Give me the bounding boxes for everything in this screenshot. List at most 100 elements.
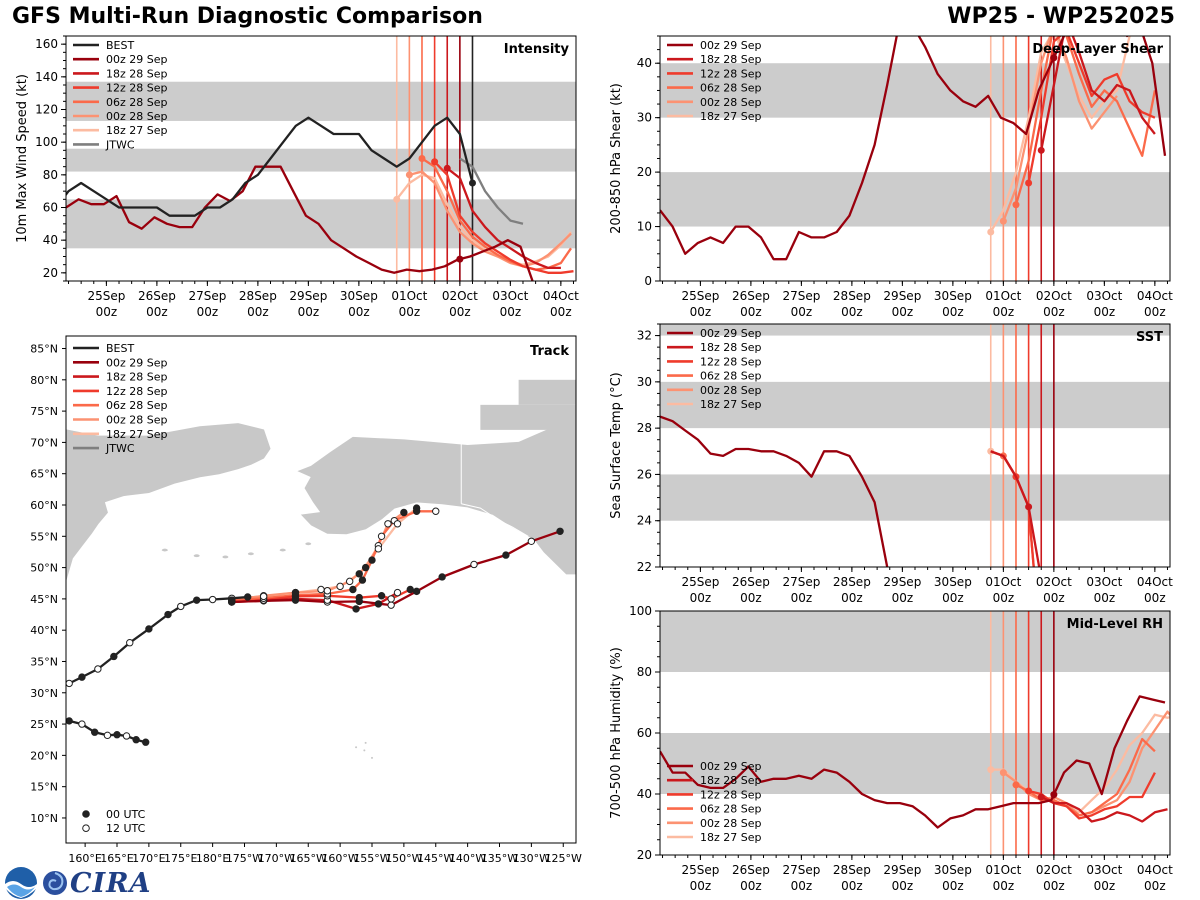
track-xtick-label: 175°W <box>226 852 263 865</box>
shear-xtick-label: 26Sep <box>732 289 770 303</box>
track-xtick-label: 155°W <box>353 852 390 865</box>
intensity-xtick-sublabel: 00z <box>146 305 168 319</box>
sst-plot-area <box>660 324 1170 567</box>
intensity-xtick-label: 29Sep <box>289 289 327 303</box>
sst-series-18z-28-sep <box>990 450 1041 567</box>
intensity-series-marker <box>468 179 476 187</box>
track-point-12utc <box>103 731 112 740</box>
shear-legend-label: 18z 27 Sep <box>700 110 762 123</box>
shear-xtick-label: 03Oct <box>1086 289 1122 303</box>
track-xtick-label: 125°W <box>545 852 582 865</box>
sst-xtick-sublabel: 00z <box>892 591 914 605</box>
track-ytick-label: 10°N <box>30 812 58 825</box>
track-marker-legend-label: 00 UTC <box>106 808 146 821</box>
track-point-00utc <box>374 600 383 608</box>
rh-xtick-label: 25Sep <box>681 863 719 877</box>
rh-legend-label: 06z 28 Sep <box>700 803 762 816</box>
track-point-12utc <box>470 560 478 569</box>
shear-ylabel: 200-850 hPa Shear (kt) <box>609 83 624 234</box>
intensity-legend-label: 06z 28 Sep <box>106 96 168 109</box>
cira-logo-text: CIRA <box>70 867 152 899</box>
rh-legend-label: 00z 29 Sep <box>700 760 762 773</box>
shear-xtick-label: 28Sep <box>833 289 871 303</box>
shear-series-18z-28-sep <box>1040 36 1156 151</box>
track-point-00utc <box>412 587 421 596</box>
intensity-series-00z-28-sep <box>409 170 572 268</box>
track-xtick-label: 170°E <box>132 852 165 865</box>
track-ytick-label: 40°N <box>30 624 58 637</box>
track-xtick-label: 150°W <box>385 852 422 865</box>
shear-panel-title: Deep-Layer Shear <box>1032 42 1163 57</box>
track-point-00utc <box>355 593 363 602</box>
rh-series-00z-29-sep <box>660 695 1166 829</box>
track-point-12utc <box>259 592 268 601</box>
rh-series-marker <box>1025 787 1033 795</box>
track-point-12utc <box>208 595 217 604</box>
sst-shaded-band <box>660 474 1170 521</box>
rh-series-marker <box>1050 791 1058 799</box>
shear-series-marker <box>1050 54 1058 62</box>
intensity-series-marker <box>443 164 451 172</box>
sst-xtick-label: 28Sep <box>833 575 871 589</box>
track-point-12utc <box>393 520 402 528</box>
track-point-00utc <box>113 731 121 739</box>
track-point-12utc <box>374 545 383 553</box>
intensity-ytick-label: 100 <box>35 135 58 149</box>
rh-xtick-sublabel: 00z <box>1144 879 1166 893</box>
track-point-00utc <box>358 576 367 584</box>
intensity-series-marker <box>418 155 426 162</box>
shear-ytick-label: 10 <box>637 220 652 234</box>
track-point-12utc <box>336 582 344 591</box>
shear-xtick-sublabel: 00z <box>1094 305 1116 319</box>
track-plot-area <box>66 336 576 759</box>
rh-legend-label: 18z 28 Sep <box>700 774 762 787</box>
sst-xtick-label: 04Oct <box>1137 575 1173 589</box>
track-point-12utc <box>393 588 402 597</box>
landmass-arctic-islands <box>518 379 576 405</box>
sst-legend-label: 12z 28 Sep <box>700 355 762 368</box>
track-point-00utc <box>438 573 446 581</box>
track-xtick-label: 170°W <box>258 852 295 865</box>
sst-xtick-sublabel: 00z <box>993 591 1015 605</box>
landmass-north-america <box>297 336 576 575</box>
sst-xtick-sublabel: 00z <box>791 591 813 605</box>
track-point-12utc <box>432 507 440 515</box>
sst-xtick-label: 01Oct <box>985 575 1021 589</box>
intensity-ytick-label: 60 <box>43 201 58 215</box>
shear-xtick-sublabel: 00z <box>993 305 1015 319</box>
shear-xtick-label: 01Oct <box>985 289 1021 303</box>
sst-ytick-label: 24 <box>637 514 652 528</box>
intensity-xtick-label: 03Oct <box>492 289 528 303</box>
track-point-00utc <box>192 596 201 604</box>
track-legend-label: 06z 28 Sep <box>106 399 168 412</box>
track-point-00utc <box>355 570 363 578</box>
intensity-series-marker <box>405 171 413 179</box>
landmass-siberia <box>66 336 271 581</box>
track-legend-label: BEST <box>106 342 134 355</box>
track-point-00utc <box>368 556 376 564</box>
rh-xtick-sublabel: 00z <box>791 879 813 893</box>
sst-shaded-band <box>660 381 1170 429</box>
shear-xtick-label: 25Sep <box>681 289 719 303</box>
track-frame <box>65 335 577 844</box>
shear-ytick-label: 40 <box>637 56 652 70</box>
rh-xtick-label: 01Oct <box>985 863 1021 877</box>
track-point-00utc <box>145 625 153 633</box>
intensity-shaded-band <box>66 81 576 121</box>
intensity-legend-label: 00z 29 Sep <box>106 53 168 66</box>
rh-xtick-label: 02Oct <box>1036 863 1072 877</box>
intensity-panel: 20 40 60 80 100 120 140 160 25Sep 00z 26Sep 00z 27Se… <box>15 35 579 319</box>
rh-xtick-label: 27Sep <box>782 863 820 877</box>
track-series-00z-29-sep <box>231 530 561 607</box>
intensity-shaded-band <box>66 148 576 172</box>
intensity-panel-title: Intensity <box>504 42 570 57</box>
rh-legend-label: 00z 28 Sep <box>700 817 762 830</box>
sst-xtick-label: 02Oct <box>1036 575 1072 589</box>
track-marker-legend-symbol <box>82 810 90 818</box>
rh-shaded-band <box>660 611 1170 672</box>
rh-series-marker <box>999 769 1007 777</box>
sst-panel: 22 24 26 28 30 32 25Sep 00z 26Sep 00z 27Sep 00z 28Se… <box>609 323 1173 605</box>
rh-series-18z-28-sep <box>1040 795 1168 823</box>
intensity-xtick-sublabel: 00z <box>449 305 471 319</box>
shear-ytick-label: 30 <box>637 111 652 125</box>
